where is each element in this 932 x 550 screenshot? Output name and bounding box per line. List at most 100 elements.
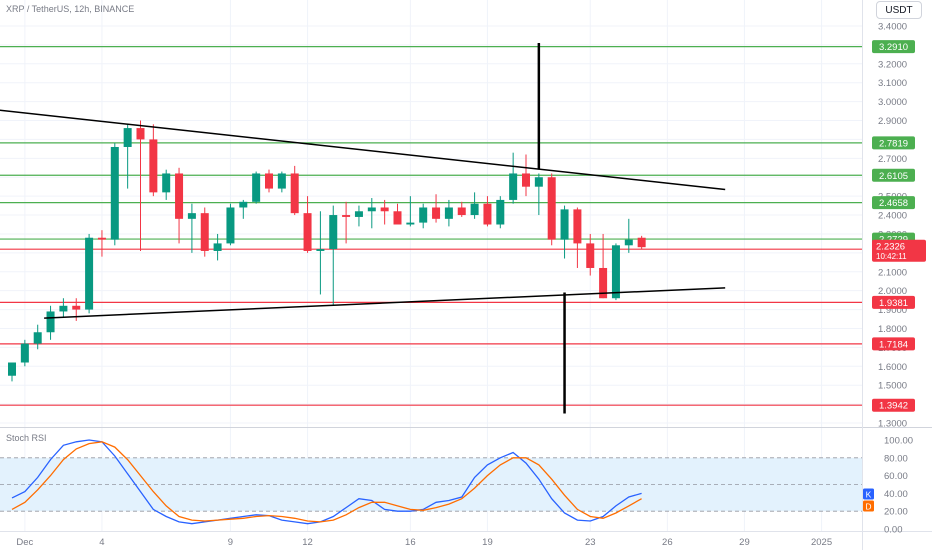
candle-body [59, 305, 68, 312]
candle-body [175, 173, 184, 219]
candle-body [457, 207, 466, 216]
trendline [44, 287, 726, 319]
level-tag-label: 2.7819 [879, 138, 908, 149]
candle-body [290, 173, 299, 214]
date-tick-label: Dec [16, 537, 33, 548]
candle-body [509, 173, 518, 200]
price-tick-label: 3.4000 [878, 22, 907, 33]
stoch-k-tag-label: K [866, 490, 872, 500]
level-tag-label: 1.9381 [879, 298, 908, 309]
price-tick-label: 2.0000 [878, 286, 907, 297]
candle-body [393, 211, 402, 225]
stoch-rsi-title[interactable]: Stoch RSI [6, 433, 47, 443]
candle-body [239, 201, 248, 208]
price-tick-label: 2.9000 [878, 116, 907, 127]
candle-body [265, 173, 273, 189]
stoch-tick-label: 0.00 [884, 525, 903, 536]
candle-body [342, 215, 351, 217]
level-tag [872, 168, 915, 182]
candle-body [72, 305, 81, 310]
price-tick-label: 1.8000 [878, 324, 907, 335]
level-tag-label: 1.3942 [879, 401, 908, 412]
stoch-d-line [11, 441, 642, 523]
level-tag [872, 398, 915, 412]
stoch-tick-label: 40.00 [884, 489, 908, 500]
stoch-k-tag [863, 488, 874, 500]
stoch-k-line [11, 439, 642, 525]
level-tag-label: 3.2910 [879, 42, 908, 53]
candle-body [316, 249, 325, 251]
price-tick-label: 1.5000 [878, 381, 907, 392]
candle-body [303, 213, 312, 251]
candle-body [162, 173, 171, 193]
candle-body [611, 245, 620, 299]
candle-body [483, 203, 492, 225]
date-tick-label: 4 [99, 537, 104, 548]
candle-body [522, 173, 530, 187]
candle-body [496, 199, 505, 225]
candle-body [277, 173, 286, 189]
level-tag-label: 2.6105 [879, 171, 908, 182]
price-tick-label: 3.1000 [878, 78, 907, 89]
date-tick-label: 16 [405, 537, 416, 548]
candle-body [586, 243, 595, 268]
trendline [0, 109, 726, 191]
countdown-label: 10:42:11 [876, 252, 907, 261]
stoch-d-tag [863, 500, 874, 512]
price-tick-label: 1.3000 [878, 419, 907, 430]
price-tick-label: 2.1000 [878, 267, 907, 278]
date-tick-label: 2025 [811, 537, 832, 548]
price-tick-label: 3.0000 [878, 97, 907, 108]
price-tick-label: 3.2000 [878, 59, 907, 70]
candle-body [226, 207, 235, 244]
candle-body [599, 267, 608, 299]
candle-body [136, 128, 145, 140]
candle-body [149, 139, 158, 193]
candle-body [354, 211, 363, 217]
price-tick-label: 1.6000 [878, 362, 907, 373]
price-tick-label: 1.9000 [878, 305, 907, 316]
level-tag-label: 2.4658 [879, 198, 908, 209]
level-tag-label: 1.7184 [879, 339, 908, 350]
symbol-title[interactable]: XRP / TetherUS, 12h, BINANCE [6, 4, 135, 14]
candle-body [213, 243, 222, 251]
candle-body [110, 146, 119, 240]
candle-body [46, 311, 55, 333]
candle-body [200, 213, 209, 251]
candle-body [624, 239, 633, 246]
stoch-d-tag-label: D [865, 502, 871, 512]
price-tick-label: 2.7000 [878, 154, 907, 165]
stoch-tick-label: 60.00 [884, 471, 908, 482]
level-tag [872, 40, 915, 54]
date-tick-label: 19 [482, 537, 493, 548]
candle-body [329, 215, 338, 250]
candle-body [560, 209, 569, 240]
candle-body [534, 177, 543, 187]
candle-body [432, 207, 441, 219]
level-tag [872, 136, 915, 150]
candle-body [547, 177, 556, 240]
level-tag [872, 337, 915, 351]
level-tag [872, 196, 915, 210]
candle-body [85, 237, 94, 310]
date-tick-label: 29 [739, 537, 750, 548]
stoch-tick-label: 80.00 [884, 453, 908, 464]
stoch-tick-label: 100.00 [884, 436, 913, 447]
candle-body [252, 173, 261, 202]
currency-button[interactable]: USDT [876, 1, 922, 19]
candle-body [97, 237, 106, 240]
candle-body [123, 128, 132, 147]
candle-body [573, 209, 582, 244]
candle-body [380, 207, 389, 212]
date-tick-label: 26 [662, 537, 673, 548]
candle-body [33, 332, 42, 344]
current-price-tag [872, 239, 926, 262]
candle-body [187, 213, 196, 219]
stoch-tick-label: 20.00 [884, 507, 908, 518]
candle-body [20, 343, 29, 363]
candle-body [419, 207, 428, 223]
candle-body [637, 237, 646, 248]
price-tick-label: 2.4000 [878, 211, 907, 222]
